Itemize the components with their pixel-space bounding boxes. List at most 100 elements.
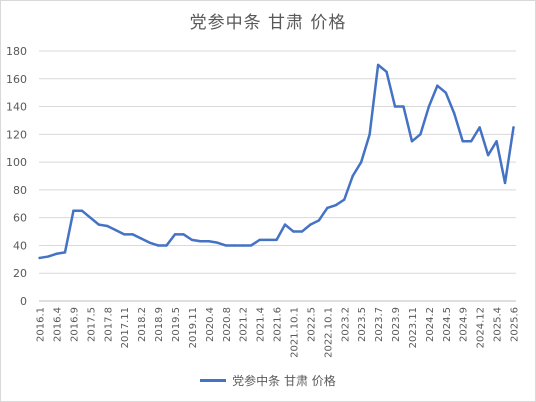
x-tick-label: 2019.11 — [188, 307, 199, 348]
data-point — [402, 105, 405, 108]
data-point — [249, 244, 253, 247]
x-tick-label: 2025.6 — [510, 307, 521, 342]
x-tick-label: 2017.8 — [103, 307, 114, 342]
data-point — [224, 244, 227, 247]
data-point — [258, 238, 261, 242]
data-point — [55, 252, 58, 255]
x-tick-label: 2023.2 — [340, 307, 351, 342]
x-tick-label: 2023.11 — [408, 307, 419, 348]
data-point — [469, 140, 473, 143]
data-point — [72, 209, 75, 212]
data-point — [478, 126, 481, 129]
x-tick-label: 2025.4 — [493, 307, 504, 342]
x-tick-label: 2019.5 — [171, 307, 182, 342]
data-point — [461, 140, 464, 143]
y-tick-label: 140 — [6, 101, 27, 114]
data-point — [368, 133, 371, 136]
data-point — [436, 84, 439, 87]
data-point — [343, 198, 346, 201]
data-point — [495, 140, 498, 143]
data-point — [317, 219, 321, 222]
data-point — [419, 133, 422, 136]
data-point — [190, 238, 194, 242]
y-tick-label: 40 — [13, 239, 27, 252]
data-point — [393, 105, 397, 108]
data-point — [444, 91, 447, 94]
data-point — [283, 223, 287, 226]
data-point — [207, 240, 211, 243]
data-point — [89, 216, 92, 219]
x-tick-label: 2024.2 — [425, 307, 436, 342]
chart-title: 党参中条 甘肃 价格 — [189, 13, 347, 33]
x-tick-label: 2024.12 — [476, 307, 487, 348]
data-point — [385, 70, 388, 74]
x-tick-label: 2024.9 — [459, 307, 470, 342]
data-point — [182, 233, 185, 236]
data-point — [503, 181, 507, 185]
x-tick-label: 2020.4 — [205, 307, 216, 342]
data-point — [309, 223, 312, 226]
x-tick-label: 2023.7 — [374, 307, 385, 342]
data-point — [359, 160, 363, 164]
data-point — [427, 105, 431, 108]
data-point — [156, 244, 160, 247]
data-point — [326, 206, 329, 210]
x-tick-label: 2023.9 — [391, 307, 402, 342]
x-tick-label: 2021.10.1 — [289, 307, 300, 358]
x-tick-label: 2016.1 — [36, 307, 47, 342]
data-point — [106, 224, 109, 228]
y-tick-label: 180 — [6, 45, 27, 58]
y-tick-label: 80 — [13, 184, 27, 197]
legend-label: 党参中条 甘肃 价格 — [232, 374, 336, 388]
legend: 党参中条 甘肃 价格 — [0, 372, 536, 389]
data-point — [63, 251, 67, 254]
data-point — [114, 228, 117, 232]
data-point — [173, 233, 177, 236]
data-point — [199, 240, 202, 243]
y-tick-label: 60 — [13, 212, 27, 225]
data-point — [351, 174, 354, 178]
y-tick-label: 20 — [13, 267, 27, 280]
data-point — [266, 238, 270, 242]
x-tick-label: 2018.9 — [154, 307, 165, 342]
x-tick-label: 2021.4 — [256, 307, 267, 342]
data-point — [148, 241, 151, 244]
data-point — [165, 244, 168, 247]
data-point — [334, 203, 337, 207]
legend-line-swatch — [200, 379, 227, 382]
data-point — [123, 233, 126, 236]
data-point — [38, 256, 41, 260]
y-tick-label: 0 — [20, 295, 27, 308]
data-point — [97, 223, 101, 226]
y-tick-label: 100 — [6, 156, 27, 169]
x-tick-label: 2024.5 — [442, 307, 453, 342]
x-tick-label: 2018.2 — [137, 307, 148, 342]
x-tick-label: 2016.4 — [53, 307, 64, 342]
y-tick-label: 120 — [6, 128, 27, 141]
x-tick-label: 2017.5 — [86, 307, 97, 342]
data-point — [131, 233, 134, 236]
data-point — [410, 140, 414, 143]
x-tick-label: 2017.11 — [120, 307, 131, 348]
data-point — [216, 241, 219, 244]
x-tick-label: 2022.5 — [306, 307, 317, 342]
data-point — [46, 255, 50, 258]
data-point — [80, 209, 84, 212]
x-tick-label: 2023.5 — [357, 307, 368, 342]
data-point — [486, 153, 490, 157]
data-point — [241, 244, 244, 247]
x-tick-label: 2016.9 — [69, 307, 80, 342]
data-point — [292, 230, 295, 233]
data-point — [512, 126, 515, 129]
data-point — [139, 237, 143, 240]
data-point — [233, 244, 236, 247]
data-point — [275, 238, 278, 242]
data-point — [453, 112, 456, 115]
x-tick-label: 2021.2 — [239, 307, 250, 342]
x-tick-label: 2022.10.1 — [323, 307, 334, 358]
y-tick-label: 160 — [6, 73, 27, 86]
x-tick-label: 2021.6 — [273, 307, 284, 342]
data-point — [376, 63, 380, 67]
